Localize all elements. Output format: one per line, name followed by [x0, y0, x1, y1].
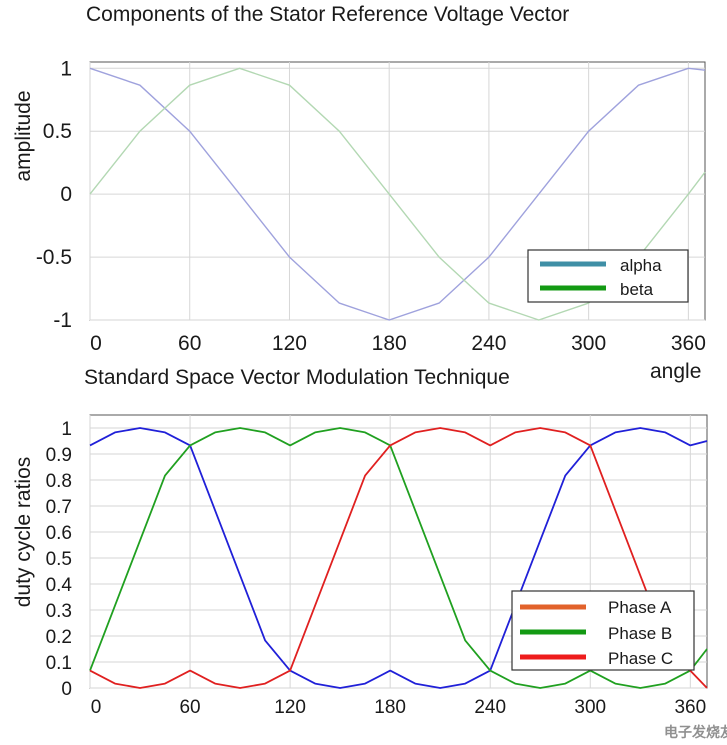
- legend-box: [527, 249, 689, 303]
- y-tick-label: 0.3: [46, 601, 72, 622]
- x-tick-label: 300: [574, 697, 606, 718]
- y-tick-label: 0.9: [46, 445, 72, 466]
- x-tick-label: 0: [91, 697, 102, 718]
- x-tick-label: 60: [178, 332, 201, 355]
- y-axis-label: amplitude: [12, 90, 35, 181]
- legend-label-alpha: alpha: [620, 256, 662, 275]
- y-tick-label: 0.2: [46, 627, 72, 648]
- x-tick-label: 180: [372, 332, 407, 355]
- series-line-phase-a: [89, 427, 708, 689]
- legend-label-phase-a: Phase A: [608, 598, 672, 617]
- y-tick-label: 0.4: [46, 575, 73, 596]
- chart-title: Components of the Stator Reference Volta…: [86, 3, 569, 26]
- legend-label-phase-c: Phase C: [608, 649, 673, 668]
- y-tick-label: 0.7: [46, 497, 72, 518]
- y-tick-label: 0.8: [46, 471, 72, 492]
- alpha-beta-chart: Components of the Stator Reference Volta…: [12, 3, 706, 383]
- x-tick-label: 60: [179, 697, 200, 718]
- legend: Phase A Phase B Phase C: [511, 590, 695, 671]
- tick-labels: 0 60 120 180 240 300 360 1 0.5 0 -0.5 -1: [36, 57, 706, 355]
- y-tick-label: 0: [60, 183, 72, 206]
- legend: alpha beta: [527, 249, 689, 303]
- series-line-phase-b: [89, 427, 708, 689]
- y-axis-label: duty cycle ratios: [12, 457, 35, 608]
- y-tick-label: 0.5: [46, 549, 72, 570]
- x-tick-label: 240: [471, 332, 506, 355]
- y-tick-label: 0.1: [46, 653, 72, 674]
- duty-cycle-chart: Standard Space Vector Modulation Techniq…: [12, 366, 708, 718]
- x-tick-label: 120: [272, 332, 307, 355]
- y-tick-label: -1: [53, 309, 72, 332]
- x-tick-label: 0: [90, 332, 102, 355]
- series-line-alpha: [89, 67, 706, 321]
- watermark-logo: 电子发烧友: [664, 724, 727, 741]
- legend-label-beta: beta: [620, 280, 654, 299]
- series-line-phase-c: [89, 427, 708, 689]
- x-tick-label: 300: [571, 332, 606, 355]
- series-lines: [89, 427, 708, 689]
- x-axis-label: angle: [650, 360, 701, 383]
- y-tick-label: 0.5: [43, 120, 72, 143]
- x-tick-label: 120: [274, 697, 306, 718]
- x-tick-label: 240: [474, 697, 506, 718]
- y-tick-label: 1: [60, 57, 72, 80]
- y-tick-label: 0: [61, 679, 72, 700]
- x-tick-label: 360: [671, 332, 706, 355]
- y-tick-label: 0.6: [46, 523, 72, 544]
- x-tick-label: 360: [674, 697, 706, 718]
- legend-label-phase-b: Phase B: [608, 624, 672, 643]
- y-tick-label: 1: [61, 419, 72, 440]
- x-tick-label: 180: [374, 697, 406, 718]
- chart-title: Standard Space Vector Modulation Techniq…: [84, 366, 510, 389]
- y-tick-label: -0.5: [36, 246, 72, 269]
- tick-labels: 0 60 120 180 240 300 360 1 0.9 0.8 0.7 0.6 0.5 0.4 0.3…: [46, 419, 707, 718]
